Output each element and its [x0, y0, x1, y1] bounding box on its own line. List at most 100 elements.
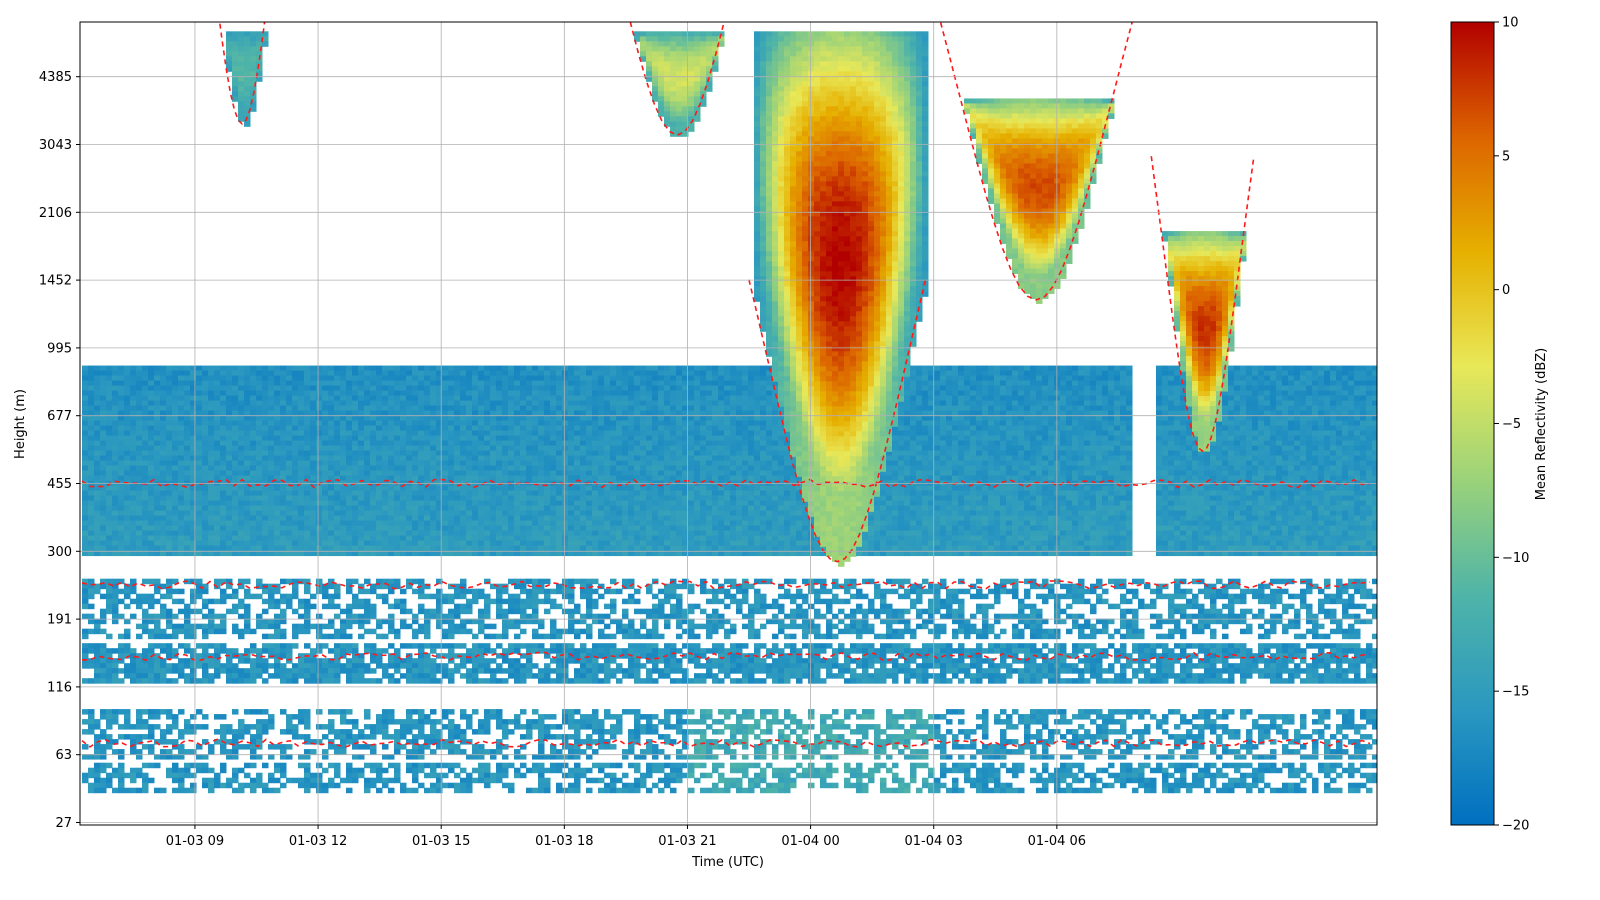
heatmap-cell: [460, 465, 467, 472]
heatmap-cell: [190, 520, 197, 527]
heatmap-cell: [514, 663, 521, 669]
heatmap-cell: [250, 380, 257, 387]
heatmap-cell: [262, 430, 269, 437]
heatmap-cell: [112, 603, 119, 610]
heatmap-cell: [502, 653, 509, 659]
heatmap-cell: [442, 545, 449, 552]
heatmap-cell: [334, 430, 341, 437]
heatmap-cell: [298, 455, 305, 462]
heatmap-cell: [484, 465, 491, 472]
heatmap-cell: [514, 643, 521, 649]
heatmap-cell: [382, 520, 389, 527]
heatmap-cell: [226, 475, 233, 482]
heatmap-cell: [424, 613, 431, 620]
heatmap-cell: [202, 385, 209, 392]
heatmap-cell: [172, 390, 179, 397]
heatmap-cell: [490, 515, 497, 522]
heatmap-cell: [100, 709, 107, 715]
heatmap-cell: [160, 709, 167, 715]
heatmap-cell: [406, 739, 413, 745]
heatmap-cell: [112, 450, 119, 457]
heatmap-cell: [406, 385, 413, 392]
heatmap-cell: [358, 550, 365, 557]
heatmap-cell: [112, 673, 119, 679]
heatmap-cell: [136, 767, 143, 774]
heatmap-cell: [472, 643, 479, 649]
heatmap-cell: [436, 520, 443, 527]
heatmap-cell: [508, 430, 515, 437]
heatmap-cell: [178, 658, 185, 664]
heatmap-cell: [400, 485, 407, 492]
heatmap-cell: [358, 767, 365, 774]
heatmap-cell: [406, 583, 413, 590]
heatmap-cell: [274, 505, 281, 512]
heatmap-cell: [472, 658, 479, 664]
heatmap-cell: [184, 475, 191, 482]
heatmap-cell: [100, 608, 107, 615]
heatmap-cell: [160, 663, 167, 669]
heatmap-cell: [226, 729, 233, 735]
heatmap-cell: [478, 719, 485, 725]
heatmap-cell: [514, 460, 521, 467]
heatmap-cell: [430, 485, 437, 492]
heatmap-cell: [130, 475, 137, 482]
heatmap-cell: [394, 370, 401, 377]
heatmap-cell: [304, 603, 311, 610]
heatmap-cell: [82, 520, 89, 527]
heatmap-cell: [82, 643, 89, 649]
heatmap-cell: [346, 734, 353, 740]
heatmap-cell: [544, 475, 551, 482]
heatmap-cell: [208, 405, 215, 412]
heatmap-cell: [292, 505, 299, 512]
heatmap-cell: [430, 400, 437, 407]
heatmap-cell: [442, 435, 449, 442]
heatmap-cell: [400, 415, 407, 422]
heatmap-cell: [238, 116, 245, 122]
heatmap-cell: [142, 485, 149, 492]
heatmap-cell: [250, 395, 257, 402]
heatmap-cell: [106, 515, 113, 522]
heatmap-cell: [346, 395, 353, 402]
heatmap-cell: [112, 648, 119, 654]
heatmap-cell: [334, 415, 341, 422]
heatmap-cell: [94, 365, 101, 372]
heatmap-cell: [526, 390, 533, 397]
heatmap-cell: [352, 495, 359, 502]
heatmap-cell: [508, 380, 515, 387]
heatmap-cell: [490, 583, 497, 590]
heatmap-cell: [394, 530, 401, 537]
heatmap-cell: [436, 485, 443, 492]
heatmap-cell: [100, 495, 107, 502]
heatmap-cell: [520, 490, 527, 497]
heatmap-cell: [442, 673, 449, 679]
heatmap-cell: [160, 390, 167, 397]
heatmap-cell: [448, 678, 455, 684]
heatmap-cell: [454, 744, 461, 750]
heatmap-cell: [232, 96, 239, 102]
heatmap-cell: [250, 545, 257, 552]
heatmap-cell: [202, 490, 209, 497]
heatmap-cell: [508, 365, 515, 372]
heatmap-cell: [544, 550, 551, 557]
heatmap-cell: [268, 500, 275, 507]
heatmap-cell: [274, 365, 281, 372]
heatmap-cell: [322, 445, 329, 452]
heatmap-cell: [172, 430, 179, 437]
heatmap-cell: [370, 460, 377, 467]
heatmap-cell: [448, 435, 455, 442]
heatmap-cell: [568, 445, 575, 452]
heatmap-cell: [352, 470, 359, 477]
heatmap-cell: [202, 380, 209, 387]
heatmap-cell: [226, 66, 233, 72]
heatmap-cell: [124, 772, 131, 779]
heatmap-cell: [262, 648, 269, 654]
heatmap-cell: [502, 658, 509, 664]
heatmap-cell: [442, 633, 449, 640]
heatmap-cell: [490, 777, 497, 784]
heatmap-cell: [328, 578, 335, 585]
heatmap-cell: [226, 36, 233, 42]
heatmap-cell: [250, 81, 257, 87]
heatmap-cell: [160, 787, 167, 794]
heatmap-cell: [484, 390, 491, 397]
heatmap-cell: [232, 86, 239, 92]
